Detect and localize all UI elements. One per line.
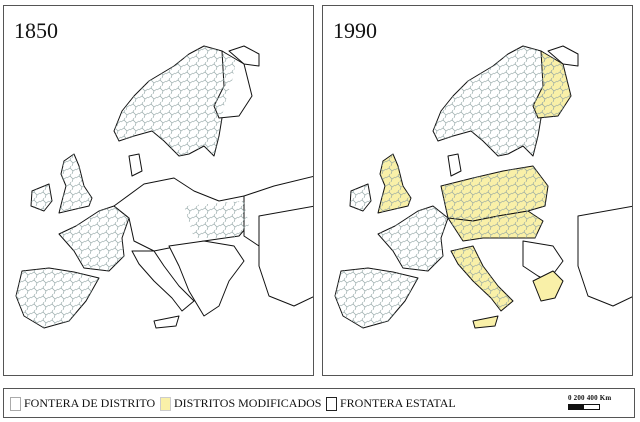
legend-item-district-border: FONTERA DE DISTRITO <box>10 396 155 411</box>
europe-map-1990 <box>334 45 632 329</box>
scale-bar: 0 200 400 Km <box>568 394 628 414</box>
legend-label: DISTRITOS MODIFICADOS <box>174 396 322 410</box>
region-greece <box>532 270 564 302</box>
map-panel-1990: 1990 <box>322 5 633 376</box>
region-italy <box>131 250 195 312</box>
modified-districts-swatch <box>160 396 171 411</box>
map-legend: FONTERA DE DISTRITO DISTRITOS MODIFICADO… <box>3 388 635 418</box>
year-label: 1850 <box>14 18 58 43</box>
legend-item-modified-districts: DISTRITOS MODIFICADOS <box>160 396 321 411</box>
legend-label: FONTERA DE DISTRITO <box>24 396 156 410</box>
year-label: 1990 <box>333 18 377 43</box>
europe-map-1850 <box>15 45 313 329</box>
district-border-swatch <box>10 396 21 411</box>
legend-label: FRONTERA ESTATAL <box>340 396 456 410</box>
map-panel-1850: 1850 <box>3 5 314 376</box>
region-balkans <box>168 240 245 317</box>
state-border-swatch <box>326 396 337 411</box>
legend-item-state-border: FRONTERA ESTATAL <box>326 396 456 411</box>
scale-bar-graphic <box>568 404 600 410</box>
scale-labels: 0 200 400 Km <box>568 394 612 402</box>
